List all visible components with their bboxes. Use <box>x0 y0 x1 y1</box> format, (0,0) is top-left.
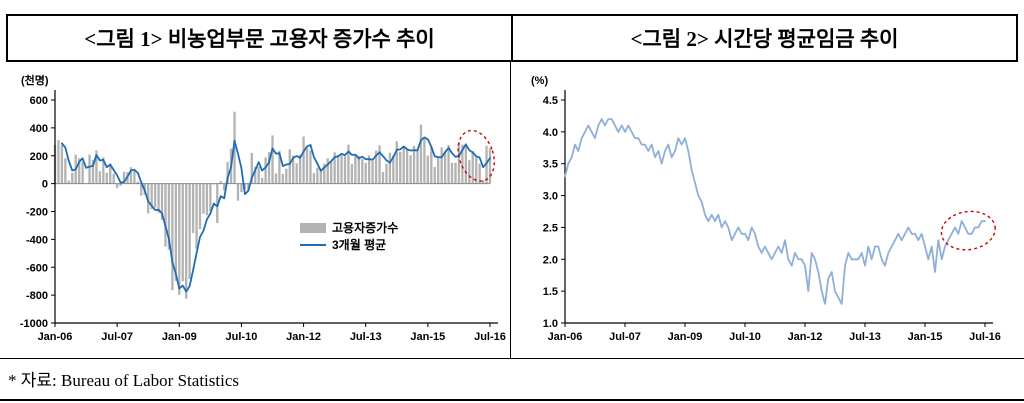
svg-text:1.5: 1.5 <box>543 286 558 298</box>
svg-text:2.5: 2.5 <box>543 222 558 234</box>
svg-text:-200: -200 <box>26 207 48 219</box>
svg-text:Jul-16: Jul-16 <box>474 331 506 343</box>
svg-text:Jul-07: Jul-07 <box>101 331 133 343</box>
svg-text:4.5: 4.5 <box>543 95 558 107</box>
svg-text:-400: -400 <box>26 234 48 246</box>
svg-text:-800: -800 <box>26 290 48 302</box>
title-row: <그림 1> 비농업부문 고용자 증가수 추이 <그림 2> 시간당 평균임금 … <box>6 14 1018 62</box>
svg-text:-1000: -1000 <box>20 318 48 330</box>
svg-text:Jan-15: Jan-15 <box>410 331 445 343</box>
chart2-title: <그림 2> 시간당 평균임금 추이 <box>513 14 1018 62</box>
svg-text:Jan-15: Jan-15 <box>908 331 943 343</box>
svg-text:Jan-09: Jan-09 <box>668 331 703 343</box>
svg-text:Jul-10: Jul-10 <box>729 331 761 343</box>
chart1-title: <그림 1> 비농업부문 고용자 증가수 추이 <box>6 14 513 62</box>
footnote-row: * 자료: Bureau of Labor Statistics <box>0 358 1024 401</box>
svg-text:(천명): (천명) <box>21 73 49 87</box>
svg-text:Jul-10: Jul-10 <box>226 331 258 343</box>
svg-text:Jan-09: Jan-09 <box>162 331 197 343</box>
svg-text:고용자증가수: 고용자증가수 <box>332 220 398 235</box>
svg-text:200: 200 <box>30 151 48 163</box>
svg-text:Jan-12: Jan-12 <box>788 331 823 343</box>
source-footnote: * 자료: Bureau of Labor Statistics <box>8 371 239 390</box>
svg-text:(%): (%) <box>531 75 548 87</box>
svg-text:600: 600 <box>30 95 48 107</box>
svg-text:Jan-06: Jan-06 <box>38 331 73 343</box>
svg-text:3.0: 3.0 <box>543 191 558 203</box>
svg-text:Jan-12: Jan-12 <box>286 331 321 343</box>
charts-area: 600 400 200 0 -200 -400 -600 -800 -1000 Jan-06 Jul… <box>0 62 1024 358</box>
svg-text:Jan-06: Jan-06 <box>548 331 583 343</box>
svg-text:0: 0 <box>42 179 48 191</box>
svg-text:1.0: 1.0 <box>543 318 558 330</box>
svg-text:2.0: 2.0 <box>543 254 558 266</box>
svg-text:400: 400 <box>30 123 48 135</box>
panel-divider <box>510 62 511 358</box>
svg-text:Jul-13: Jul-13 <box>350 331 382 343</box>
svg-text:Jul-16: Jul-16 <box>969 331 1001 343</box>
svg-text:Jul-07: Jul-07 <box>609 331 641 343</box>
svg-text:Jul-13: Jul-13 <box>849 331 881 343</box>
svg-text:3개월 평균: 3개월 평균 <box>332 237 386 252</box>
svg-text:-600: -600 <box>26 262 48 274</box>
svg-text:4.0: 4.0 <box>543 127 558 139</box>
svg-text:3.5: 3.5 <box>543 159 558 171</box>
